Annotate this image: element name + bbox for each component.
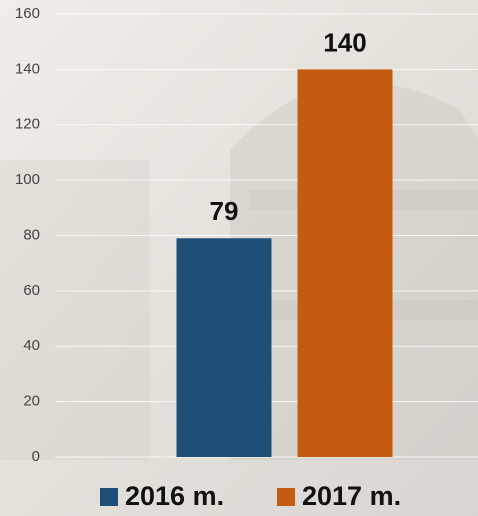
- y-tick-label: 120: [15, 116, 40, 133]
- bar: [297, 69, 393, 457]
- value-label: 140: [323, 27, 366, 57]
- y-tick-label: 60: [23, 282, 40, 299]
- legend-label: 2017 m.: [302, 481, 401, 511]
- value-label: 79: [210, 196, 239, 226]
- legend-swatch: [277, 488, 295, 506]
- y-tick-label: 40: [23, 337, 40, 354]
- y-tick-label: 100: [15, 171, 40, 188]
- y-tick-label: 140: [15, 60, 40, 77]
- legend-swatch: [100, 488, 118, 506]
- y-tick-label: 80: [23, 226, 40, 243]
- legend-label: 2016 m.: [125, 481, 224, 511]
- y-tick-label: 160: [15, 5, 40, 22]
- y-tick-label: 20: [23, 393, 40, 410]
- y-tick-label: 0: [32, 448, 40, 465]
- bar: [176, 238, 272, 457]
